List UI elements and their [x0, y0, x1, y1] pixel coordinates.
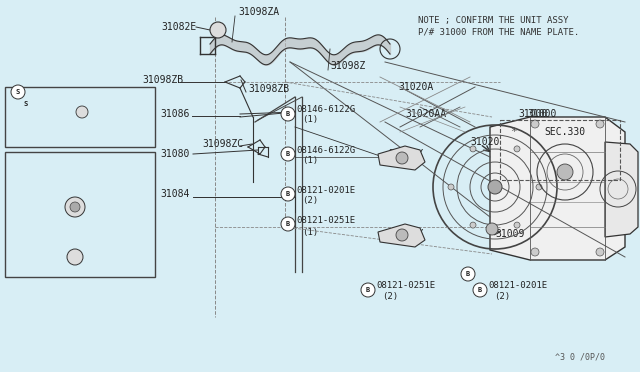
Text: (2): (2): [40, 106, 56, 115]
Polygon shape: [378, 224, 425, 247]
Circle shape: [536, 184, 542, 190]
Text: (2): (2): [494, 292, 510, 301]
Text: 30429X: 30429X: [388, 149, 423, 159]
Circle shape: [514, 146, 520, 152]
Circle shape: [70, 202, 80, 212]
Text: NOTE ; CONFIRM THE UNIT ASSY: NOTE ; CONFIRM THE UNIT ASSY: [418, 16, 568, 25]
Circle shape: [396, 229, 408, 241]
Text: ^3 0 /0P/0: ^3 0 /0P/0: [555, 353, 605, 362]
Text: 08121-0251E: 08121-0251E: [376, 282, 435, 291]
Polygon shape: [5, 87, 155, 147]
Text: 31084: 31084: [160, 189, 189, 199]
Text: B: B: [286, 151, 290, 157]
Text: (1): (1): [302, 115, 318, 124]
Text: 31020AA: 31020AA: [405, 109, 446, 119]
Polygon shape: [605, 142, 638, 237]
Text: 31098ZB: 31098ZB: [248, 84, 289, 94]
Circle shape: [76, 106, 88, 118]
Text: 31084B: 31084B: [30, 265, 65, 275]
Circle shape: [531, 248, 539, 256]
Circle shape: [531, 120, 539, 128]
Circle shape: [11, 85, 25, 99]
Circle shape: [470, 146, 476, 152]
Text: 31000: 31000: [527, 109, 556, 119]
Text: S: S: [16, 89, 20, 95]
Polygon shape: [5, 152, 155, 277]
Text: 08146-6162G: 08146-6162G: [35, 96, 94, 105]
Circle shape: [488, 180, 502, 194]
Text: (1): (1): [302, 228, 318, 237]
Text: B: B: [366, 287, 370, 293]
Circle shape: [19, 97, 33, 111]
Text: 31020: 31020: [470, 137, 499, 147]
Text: B: B: [286, 111, 290, 117]
Circle shape: [514, 222, 520, 228]
Circle shape: [361, 283, 375, 297]
Text: 31020A: 31020A: [398, 82, 433, 92]
Text: 08146-6122G: 08146-6122G: [296, 105, 355, 113]
Text: S: S: [24, 101, 28, 107]
Text: (2): (2): [302, 196, 318, 205]
Text: B: B: [478, 287, 482, 293]
Text: 31037: 31037: [40, 137, 69, 147]
Text: 31036: 31036: [22, 159, 51, 169]
Circle shape: [461, 267, 475, 281]
Text: 08146-6122G: 08146-6122G: [296, 145, 355, 154]
Text: (1): (1): [302, 155, 318, 164]
Text: 31080: 31080: [160, 149, 189, 159]
Text: 31009: 31009: [495, 229, 524, 239]
Polygon shape: [490, 117, 625, 260]
Text: 08121-0201E: 08121-0201E: [296, 186, 355, 195]
Circle shape: [67, 249, 83, 265]
Circle shape: [210, 22, 226, 38]
Text: (2): (2): [382, 292, 398, 301]
Circle shape: [281, 147, 295, 161]
Text: 30429Y: 30429Y: [388, 229, 423, 239]
Circle shape: [486, 223, 498, 235]
Text: 08121-0251E: 08121-0251E: [296, 215, 355, 224]
Text: B: B: [466, 271, 470, 277]
Circle shape: [473, 283, 487, 297]
Text: *: *: [510, 127, 516, 137]
Circle shape: [557, 164, 573, 180]
Circle shape: [65, 197, 85, 217]
Text: 31098Z: 31098Z: [330, 61, 365, 71]
Text: B: B: [286, 191, 290, 197]
Text: 31098ZA: 31098ZA: [238, 7, 279, 17]
Text: P/# 31000 FROM THE NAME PLATE.: P/# 31000 FROM THE NAME PLATE.: [418, 28, 579, 36]
Text: 311B0A: 311B0A: [82, 205, 115, 215]
Text: 31082E: 31082E: [161, 22, 196, 32]
Circle shape: [470, 222, 476, 228]
Text: 31098ZC: 31098ZC: [202, 139, 243, 149]
Circle shape: [448, 184, 454, 190]
Text: 08121-0201E: 08121-0201E: [488, 282, 547, 291]
Circle shape: [596, 120, 604, 128]
Text: 31086: 31086: [160, 109, 189, 119]
Text: 31000: 31000: [518, 109, 547, 119]
Text: SEC.330: SEC.330: [544, 127, 585, 137]
Polygon shape: [378, 146, 425, 170]
Circle shape: [281, 107, 295, 121]
Circle shape: [281, 217, 295, 231]
Circle shape: [596, 248, 604, 256]
Circle shape: [281, 187, 295, 201]
Text: B: B: [286, 221, 290, 227]
Circle shape: [396, 152, 408, 164]
Text: 31098ZB: 31098ZB: [142, 75, 183, 85]
